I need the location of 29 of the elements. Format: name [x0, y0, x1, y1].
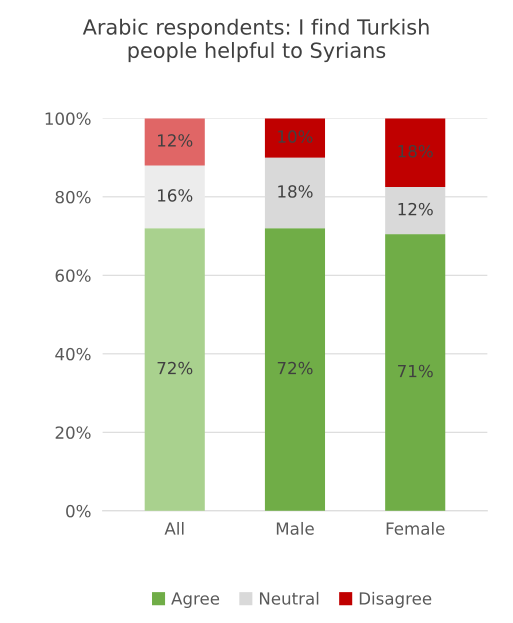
bar	[264, 118, 326, 158]
y-tick-label: 100%	[46, 112, 91, 125]
x-tick-label: Male	[276, 522, 314, 535]
y-tick-label: 60%	[56, 269, 91, 282]
x-tick-label: Female	[386, 522, 444, 535]
data-label: 71%	[398, 364, 433, 378]
data-label: 12%	[158, 134, 192, 147]
bar	[264, 228, 326, 511]
y-tick-label: 0%	[66, 504, 91, 518]
data-label: 18%	[398, 144, 433, 158]
data-label: 10%	[278, 130, 313, 143]
bar	[144, 228, 205, 511]
legend-label: Agree	[171, 592, 220, 608]
bar	[144, 165, 205, 228]
data-label: 18%	[278, 185, 313, 198]
data-label: 72%	[158, 362, 192, 374]
legend-label: Neutral	[260, 592, 318, 605]
x-tick-label: All	[164, 522, 184, 535]
bar	[385, 118, 446, 188]
chart-title: Arabic respondents: I find Turkish people helpful to Syrians	[82, 18, 429, 62]
bar	[385, 234, 446, 511]
y-tick-label: 40%	[55, 348, 91, 360]
data-label: 12%	[398, 202, 433, 216]
data-label: 16%	[158, 189, 192, 202]
y-tick-label: 80%	[56, 190, 91, 204]
bar	[144, 118, 205, 166]
data-label: 72%	[278, 362, 313, 374]
y-tick-label: 20%	[56, 426, 91, 439]
legend-label: Disagree	[360, 592, 432, 608]
